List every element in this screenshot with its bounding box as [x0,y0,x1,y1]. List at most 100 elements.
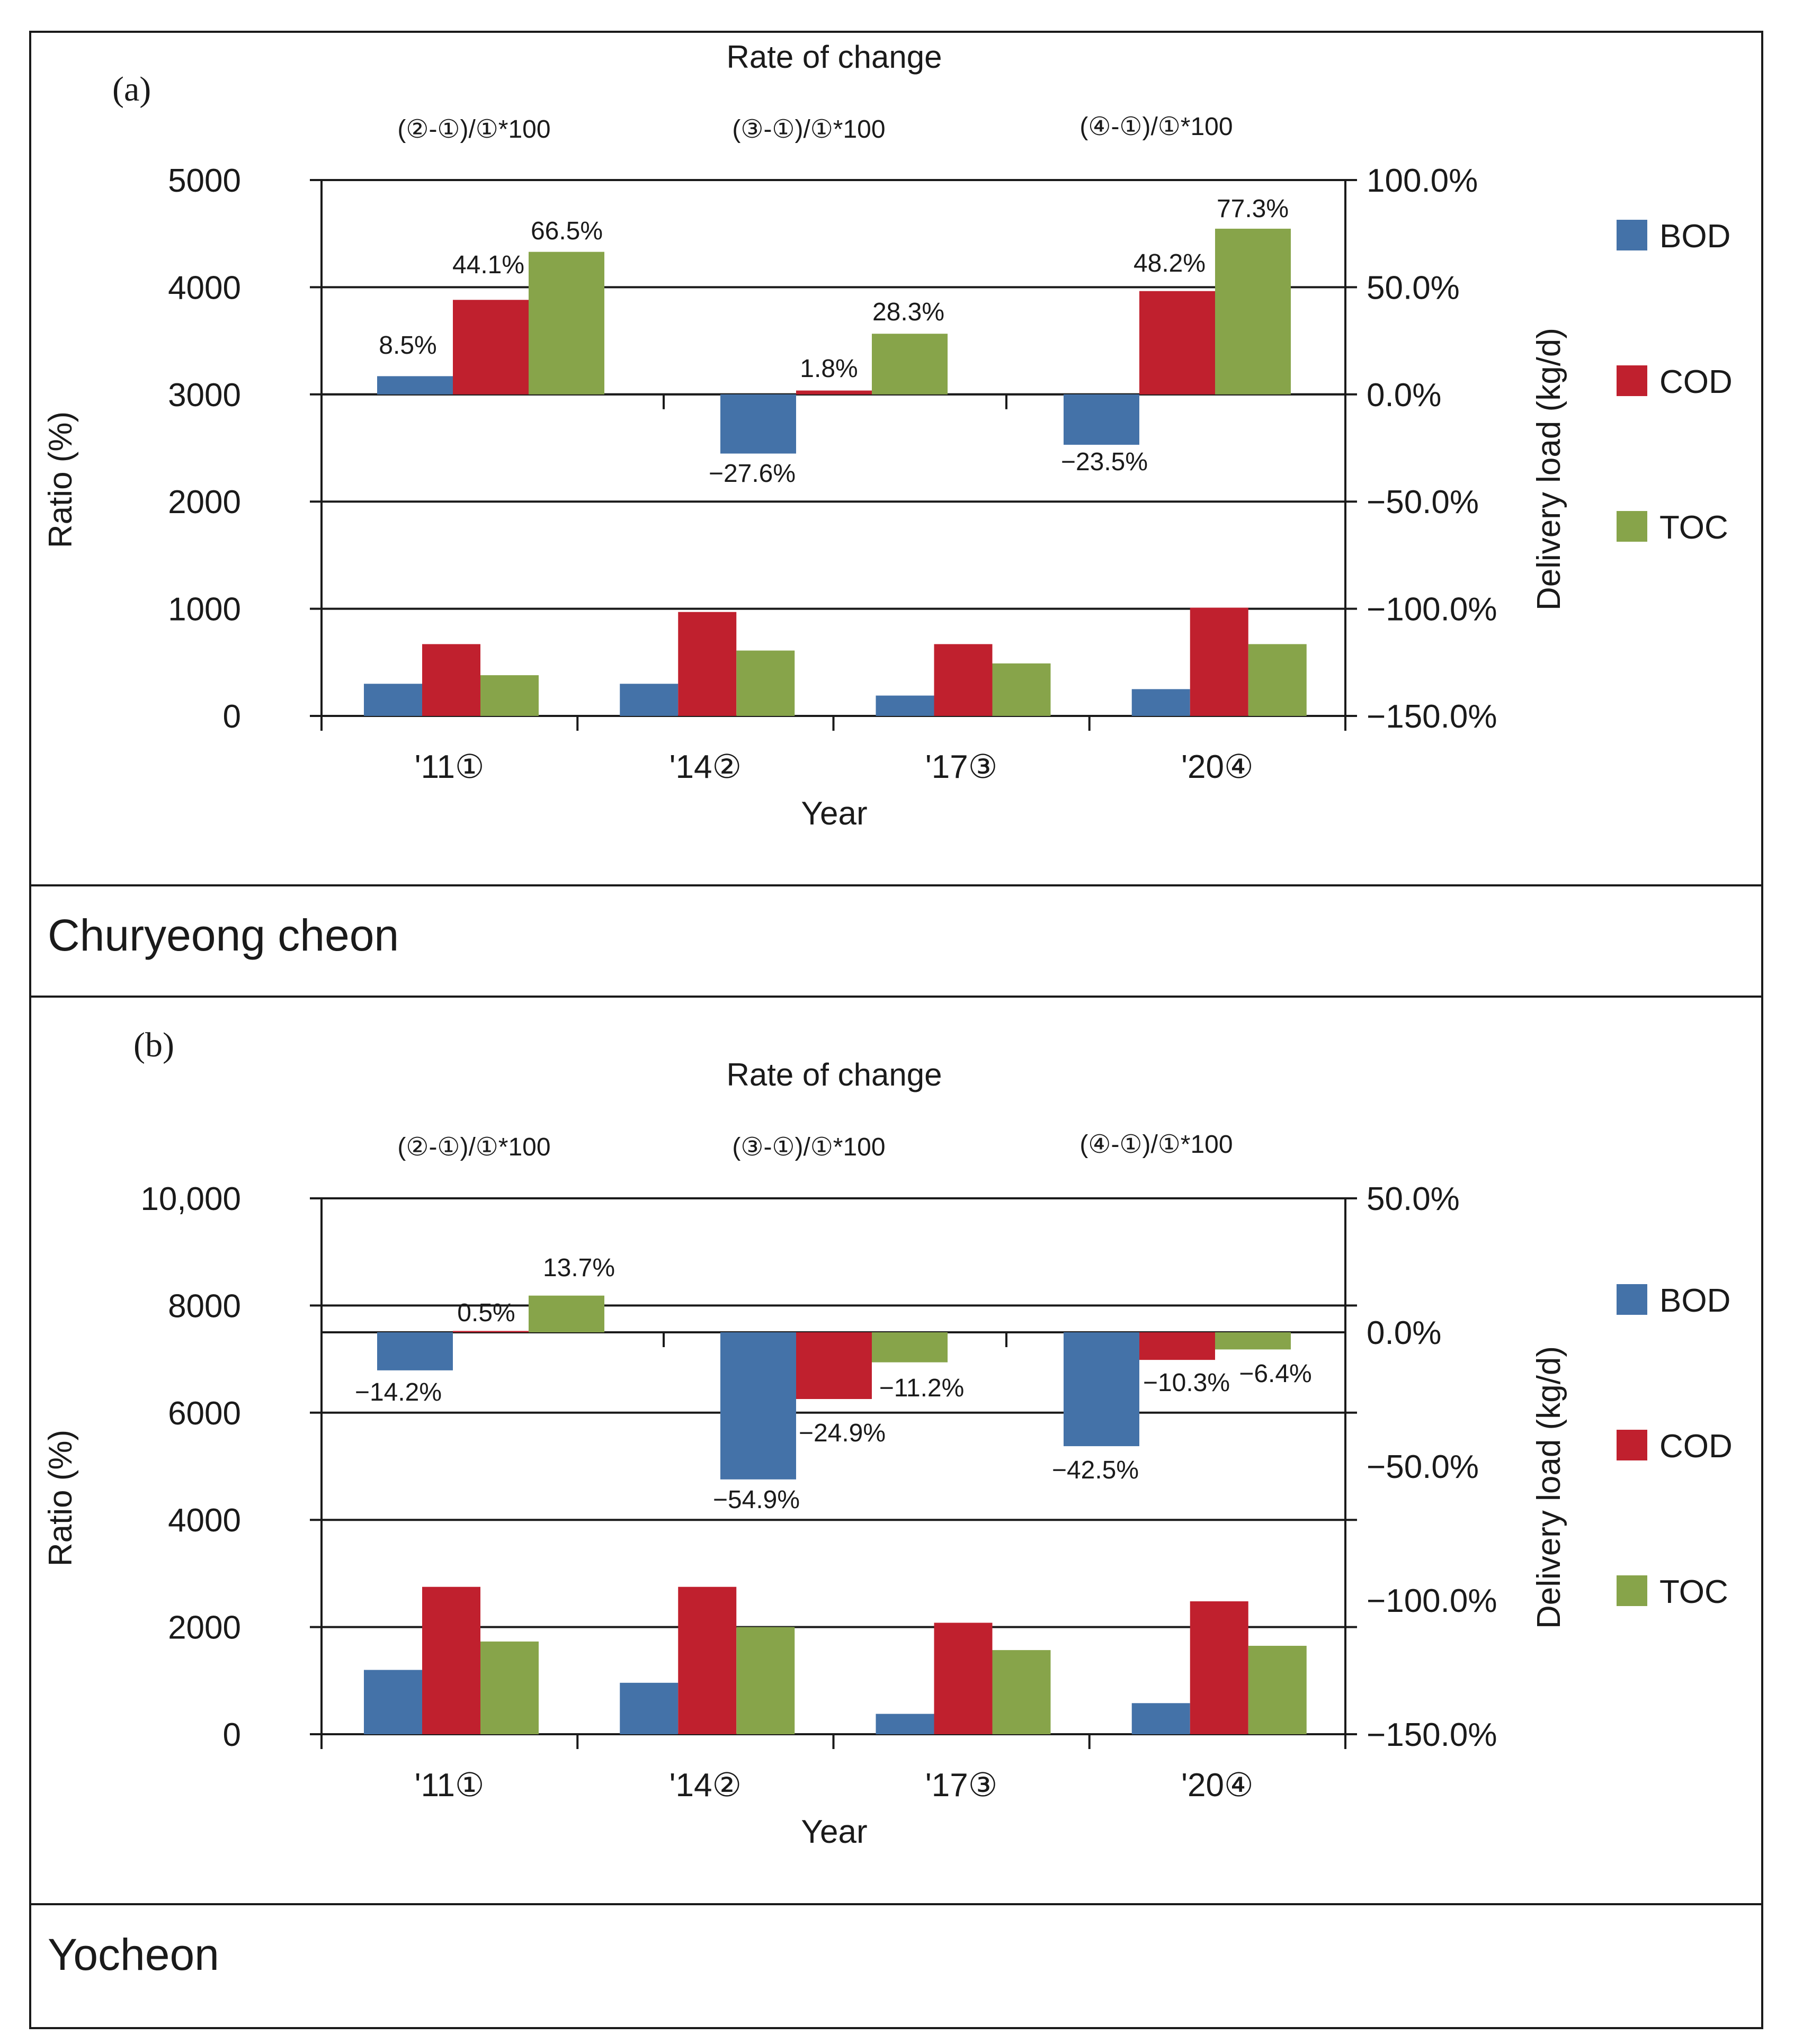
change-label: −11.2% [879,1374,965,1402]
change-label: 77.3% [1217,195,1289,223]
load-bar-cod [934,1622,993,1734]
change-bar-cod [796,390,872,395]
change-bar-bod [377,1332,453,1370]
change-label: 44.1% [452,251,524,279]
change-label: −23.5% [1061,448,1148,476]
change-bar-cod [1139,1332,1215,1360]
load-bar-bod [364,1670,422,1734]
right-tick-label: −150.0% [1367,698,1497,735]
load-bar-toc [480,675,539,716]
right-tick-label: 100.0% [1367,163,1478,199]
load-bar-toc [480,1641,539,1734]
change-bar-toc [1215,1332,1291,1350]
formula-a-3: (④-①)/①*100 [1079,113,1233,141]
right-tick-label: 50.0% [1367,1181,1460,1217]
change-bar-toc [872,1332,948,1362]
change-label: 13.7% [543,1254,615,1282]
figure-border [29,31,1763,2029]
load-bar-bod [1131,1703,1190,1734]
left-tick-label: 3000 [168,377,241,414]
change-bar-bod [1064,394,1139,445]
load-bar-bod [876,695,934,716]
change-label: 1.8% [800,355,858,383]
right-tick-label: −100.0% [1367,1583,1497,1619]
y-axis-title-left: Ratio (%) [42,1430,79,1566]
left-tick-label: 1000 [168,591,241,628]
load-bar-bod [620,684,679,716]
category-label: '17③ [925,1767,997,1804]
change-label: −10.3% [1143,1369,1230,1397]
change-bar-bod [377,376,453,395]
change-bar-bod [720,394,796,454]
x-axis-title: Year [801,795,867,832]
legend-label-bod: BOD [1659,218,1730,255]
y-axis-title-right: Delivery load (kg/d) [1531,328,1567,611]
right-tick-label: 50.0% [1367,270,1460,306]
left-tick-label: 8000 [168,1288,241,1324]
left-tick-label: 10,000 [140,1181,241,1217]
load-bar-toc [736,1627,795,1734]
formula-b-1: (②-①)/①*100 [397,1133,550,1161]
category-label: '14② [670,1767,742,1804]
load-bar-bod [364,684,422,716]
legend-swatch-cod [1617,1430,1647,1460]
change-label: −24.9% [799,1419,886,1447]
panel-caption-a: Churyeong cheon [48,910,399,960]
change-bar-toc [529,252,604,395]
change-bar-cod [796,1332,872,1399]
y-axis-title-right: Delivery load (kg/d) [1531,1346,1567,1629]
load-bar-toc [1248,1646,1307,1734]
legend-swatch-toc [1617,511,1647,542]
right-tick-label: 0.0% [1367,377,1441,414]
category-label: '11① [415,1767,485,1804]
change-bar-cod [453,300,529,395]
category-label: '20④ [1181,1767,1253,1804]
right-tick-label: −50.0% [1367,484,1479,521]
rate-of-change-header-a: Rate of change [727,39,942,75]
change-label: 48.2% [1133,249,1206,277]
y-axis-title-left: Ratio (%) [42,411,79,548]
rate-of-change-header-b: Rate of change [727,1057,942,1092]
change-bar-toc [872,334,948,395]
legend-label-toc: TOC [1659,1574,1728,1610]
panel-letter-a: (a) [112,70,151,109]
legend-swatch-bod [1617,1284,1647,1315]
change-label: 0.5% [457,1299,515,1327]
change-bar-cod [1139,291,1215,395]
legend-swatch-bod [1617,220,1647,250]
right-tick-label: −100.0% [1367,591,1497,628]
right-tick-label: 0.0% [1367,1315,1441,1351]
change-bar-bod [1064,1332,1139,1447]
change-bar-cod [453,1331,529,1332]
load-bar-toc [736,650,795,716]
change-bar-bod [720,1332,796,1480]
left-tick-label: 6000 [168,1395,241,1432]
legend-label-cod: COD [1659,364,1733,400]
left-tick-label: 0 [223,1717,241,1753]
formula-b-2: (③-①)/①*100 [732,1133,885,1161]
load-bar-cod [422,644,480,716]
chart-churyeong-cheon: 0 1000 2000 3000 4000 5000 −150.0% −100.0% −50.0… [42,163,1733,832]
left-tick-label: 4000 [168,270,241,306]
change-label: −42.5% [1052,1456,1139,1484]
left-tick-label: 4000 [168,1502,241,1539]
chart-yocheon: 0 2000 4000 6000 8000 10,000 −150.0% −100.0% −50… [42,1181,1733,1850]
right-tick-label: −150.0% [1367,1717,1497,1753]
load-bar-toc [992,1650,1051,1734]
panel-letter-b: (b) [133,1026,174,1064]
change-bar-toc [529,1295,604,1332]
load-bar-bod [620,1682,679,1734]
load-bar-cod [678,612,737,716]
formula-a-2: (③-①)/①*100 [732,115,885,144]
load-bar-cod [934,644,993,716]
formula-b-3: (④-①)/①*100 [1079,1131,1233,1159]
change-label: 8.5% [379,331,436,360]
load-bar-bod [1131,689,1190,716]
left-tick-label: 2000 [168,1610,241,1646]
load-bar-cod [1190,607,1248,716]
left-tick-label: 0 [223,698,241,735]
load-bar-bod [876,1714,934,1734]
legend-label-toc: TOC [1659,509,1728,546]
panel-caption-b: Yocheon [48,1930,219,1979]
